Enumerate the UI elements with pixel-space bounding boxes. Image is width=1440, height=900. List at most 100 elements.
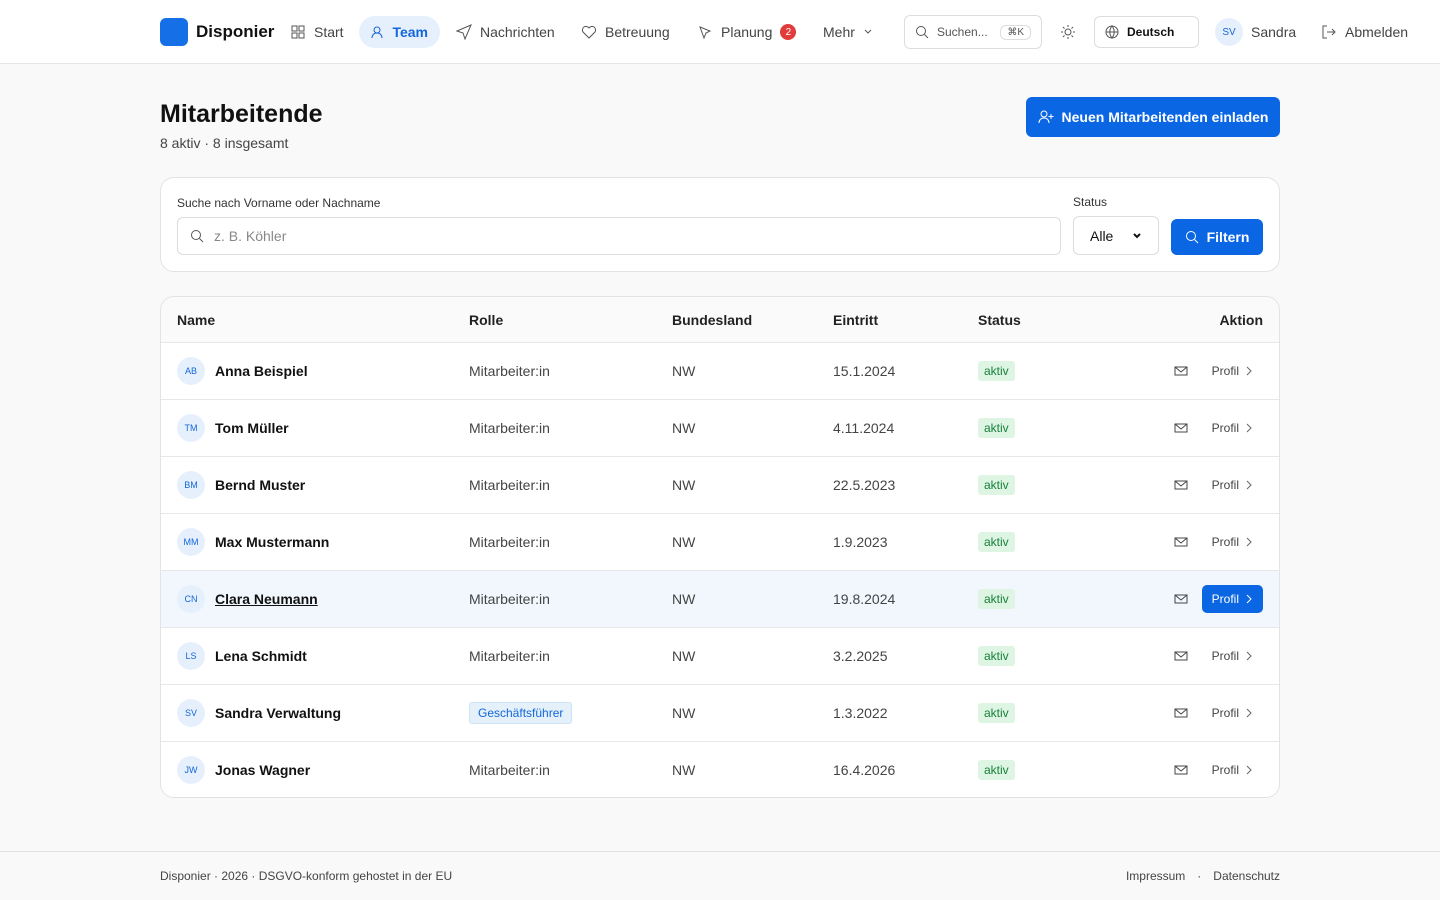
name-cell: TM Tom Müller (177, 400, 289, 456)
mail-icon[interactable] (1174, 706, 1188, 720)
table-row[interactable]: SV Sandra Verwaltung Geschäftsführer NW 1.3.… (161, 684, 1279, 741)
profile-label: Profil (1211, 592, 1239, 606)
employee-name[interactable]: Lena Schmidt (215, 648, 307, 664)
avatar: SV (177, 699, 205, 727)
column-header: Aktion (1219, 311, 1263, 328)
status-pill: aktiv (978, 646, 1015, 666)
role: Mitarbeiter:in (469, 648, 550, 664)
icon (864, 29, 872, 34)
column-header: Status (978, 311, 1021, 328)
employee-name[interactable]: Max Mustermann (215, 534, 330, 550)
button-label: Filtern (1206, 229, 1250, 245)
nav-label: Nachrichten (480, 24, 555, 40)
mail-icon[interactable] (1174, 421, 1188, 435)
employee-name[interactable]: Jonas Wagner (215, 762, 311, 778)
table-row[interactable]: AB Anna Beispiel Mitarbeiter:in NW 15.1.2024… (161, 342, 1279, 399)
language-select[interactable]: Deutsch (1094, 16, 1199, 48)
nav-care[interactable]: Betreuung (581, 16, 670, 48)
invite-button[interactable]: Neuen Mitarbeitenden einladen (1026, 97, 1280, 137)
profile-button[interactable]: Profil (1202, 528, 1263, 556)
role-cell: Mitarbeiter:in (469, 742, 550, 797)
icon (1105, 25, 1119, 39)
action-cell: Profil (1174, 742, 1263, 797)
profile-label: Profil (1211, 763, 1239, 777)
nav-label: Planung (721, 24, 773, 40)
table-row[interactable]: CN Clara Neumann Mitarbeiter:in NW 19.8.2024… (161, 570, 1279, 627)
theme-toggle[interactable] (1060, 24, 1076, 40)
mail-icon[interactable] (1174, 478, 1188, 492)
logo (160, 18, 188, 46)
status-select[interactable]: Alle (1073, 216, 1159, 255)
status-option: Alle (1090, 227, 1114, 244)
nav-planning[interactable]: Planung 2 (697, 16, 797, 48)
filter-card: Suche nach Vorname oder Nachname z. B. K… (160, 177, 1280, 272)
employee-name[interactable]: Clara Neumann (215, 591, 318, 607)
brand[interactable]: Disponier (160, 18, 274, 46)
profile-label: Profil (1211, 364, 1239, 378)
nav-team[interactable]: Team (359, 16, 440, 48)
profile-button[interactable]: Profil (1202, 699, 1263, 727)
profile-button[interactable]: Profil (1202, 642, 1263, 670)
name-search[interactable]: z. B. Köhler (177, 217, 1061, 255)
profile-button[interactable]: Profil (1201, 585, 1263, 613)
nav-more[interactable]: Mehr (823, 16, 873, 48)
profile-button[interactable]: Profil (1202, 756, 1263, 784)
status-cell: aktiv (978, 400, 1015, 456)
mail-icon[interactable] (1174, 763, 1188, 777)
status-pill: aktiv (978, 475, 1015, 495)
nav-start[interactable]: Start (290, 16, 344, 48)
chevron (1246, 366, 1252, 376)
profile-label: Profil (1211, 649, 1239, 663)
avatar: LS (177, 642, 205, 670)
employee-name[interactable]: Tom Müller (215, 420, 289, 436)
chevron (1246, 765, 1252, 775)
notification-badge: 2 (780, 24, 797, 40)
status-cell: aktiv (978, 628, 1015, 684)
employee-name[interactable]: Bernd Muster (215, 477, 306, 493)
user-menu[interactable]: SV Sandra (1215, 18, 1296, 46)
table-row[interactable]: TM Tom Müller Mitarbeiter:in NW 4.11.2024 akt… (161, 399, 1279, 456)
state-cell: NW (672, 762, 696, 778)
table-row[interactable]: LS Lena Schmidt Mitarbeiter:in NW 3.2.2025 ak… (161, 627, 1279, 684)
mail-icon[interactable] (1174, 649, 1188, 663)
table-row[interactable]: MM Max Mustermann Mitarbeiter:in NW 1.9.2023… (161, 513, 1279, 570)
state-cell: NW (672, 420, 696, 436)
top-nav: Disponier Start Team Nachrichten Betreuu… (0, 0, 1440, 64)
profile-label: Profil (1211, 478, 1239, 492)
name-cell: SV Sandra Verwaltung (177, 685, 341, 741)
profile-button[interactable]: Profil (1202, 471, 1263, 499)
page-subtitle: 8 aktiv · 8 insgesamt (160, 135, 289, 151)
mail-icon[interactable] (1174, 592, 1188, 606)
role: Geschäftsführer (469, 702, 573, 724)
state-cell: NW (672, 477, 696, 493)
filter-button[interactable]: Filtern (1171, 219, 1263, 255)
table-row[interactable]: BM Bernd Muster Mitarbeiter:in NW 22.5.2023 a… (161, 456, 1279, 513)
table-header: Name Rolle Bundesland Eintritt Status Aktion (161, 297, 1279, 342)
status-cell: aktiv (978, 571, 1015, 627)
action-cell: Profil (1174, 514, 1263, 570)
footer-link[interactable]: Datenschutz (1213, 869, 1280, 883)
status-cell: aktiv (978, 457, 1015, 513)
profile-button[interactable]: Profil (1202, 414, 1263, 442)
nav-messages[interactable]: Nachrichten (456, 16, 555, 48)
mail-icon[interactable] (1174, 535, 1188, 549)
global-search[interactable]: Suchen... ⌘K (904, 15, 1042, 49)
mail-icon[interactable] (1174, 364, 1188, 378)
icon (456, 24, 472, 40)
profile-button[interactable]: Profil (1202, 357, 1263, 385)
logout[interactable]: Abmelden (1321, 16, 1408, 48)
table-row[interactable]: JW Jonas Wagner Mitarbeiter:in NW 16.4.2026 a… (161, 741, 1279, 797)
avatar: JW (177, 756, 205, 784)
state-cell: NW (672, 705, 696, 721)
button-label: Neuen Mitarbeitenden einladen (1061, 109, 1269, 125)
search-placeholder: z. B. Köhler (214, 228, 287, 244)
footer-link[interactable]: Impressum (1125, 869, 1186, 883)
avatar: TM (177, 414, 205, 442)
employee-name[interactable]: Sandra Verwaltung (215, 705, 342, 721)
chevron (1246, 594, 1252, 604)
employee-name[interactable]: Anna Beispiel (215, 363, 308, 379)
icon (1185, 231, 1198, 244)
column-header: Bundesland (672, 311, 753, 328)
